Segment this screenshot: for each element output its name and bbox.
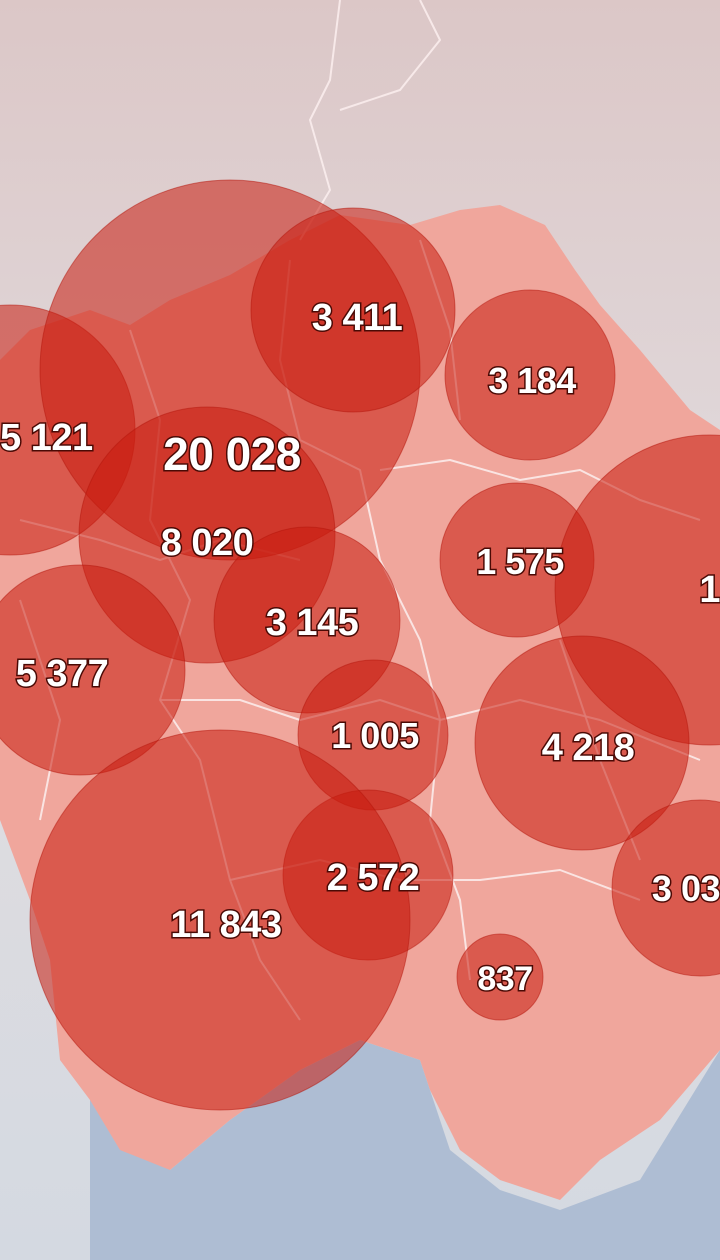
region-circle-vinnytsia <box>0 564 186 776</box>
region-circle-zaporizhzhia <box>611 799 720 977</box>
region-label-vinnytsia: 5 377 <box>16 653 109 695</box>
data-circles <box>0 179 720 1111</box>
region-label-odesa: 11 843 <box>170 904 281 946</box>
region-label-kirovohrad: 1 005 <box>331 715 419 756</box>
sea <box>90 1040 720 1260</box>
region-label-poltava: 1 575 <box>476 541 564 582</box>
region-circle-odesa <box>29 729 411 1111</box>
region-label-kherson: 837 <box>477 960 532 998</box>
region-label-mykolaiv: 2 572 <box>327 857 420 899</box>
region-label-kyiv-oblast: 8 020 <box>161 522 254 564</box>
data-labels: 5 121 20 028 8 020 3 411 3 184 1 575 1 3 145 5 3… <box>0 296 720 1000</box>
region-label-west-cut: 5 121 <box>0 417 93 459</box>
region-circle-chernihiv <box>250 207 456 413</box>
region-circle-dnipro <box>474 635 690 851</box>
region-label-zaporizhzhia: 3 03 <box>652 868 720 909</box>
region-label-kyiv: 20 028 <box>163 428 301 480</box>
region-label-kharkiv: 1 <box>699 569 720 611</box>
region-label-dnipro: 4 218 <box>542 727 635 769</box>
region-label-sumy: 3 184 <box>488 360 576 401</box>
region-label-cherkasy: 3 145 <box>266 602 359 644</box>
region-label-chernihiv: 3 411 <box>312 297 403 339</box>
region-circle-kherson <box>456 933 544 1021</box>
region-circle-sumy <box>444 289 616 461</box>
